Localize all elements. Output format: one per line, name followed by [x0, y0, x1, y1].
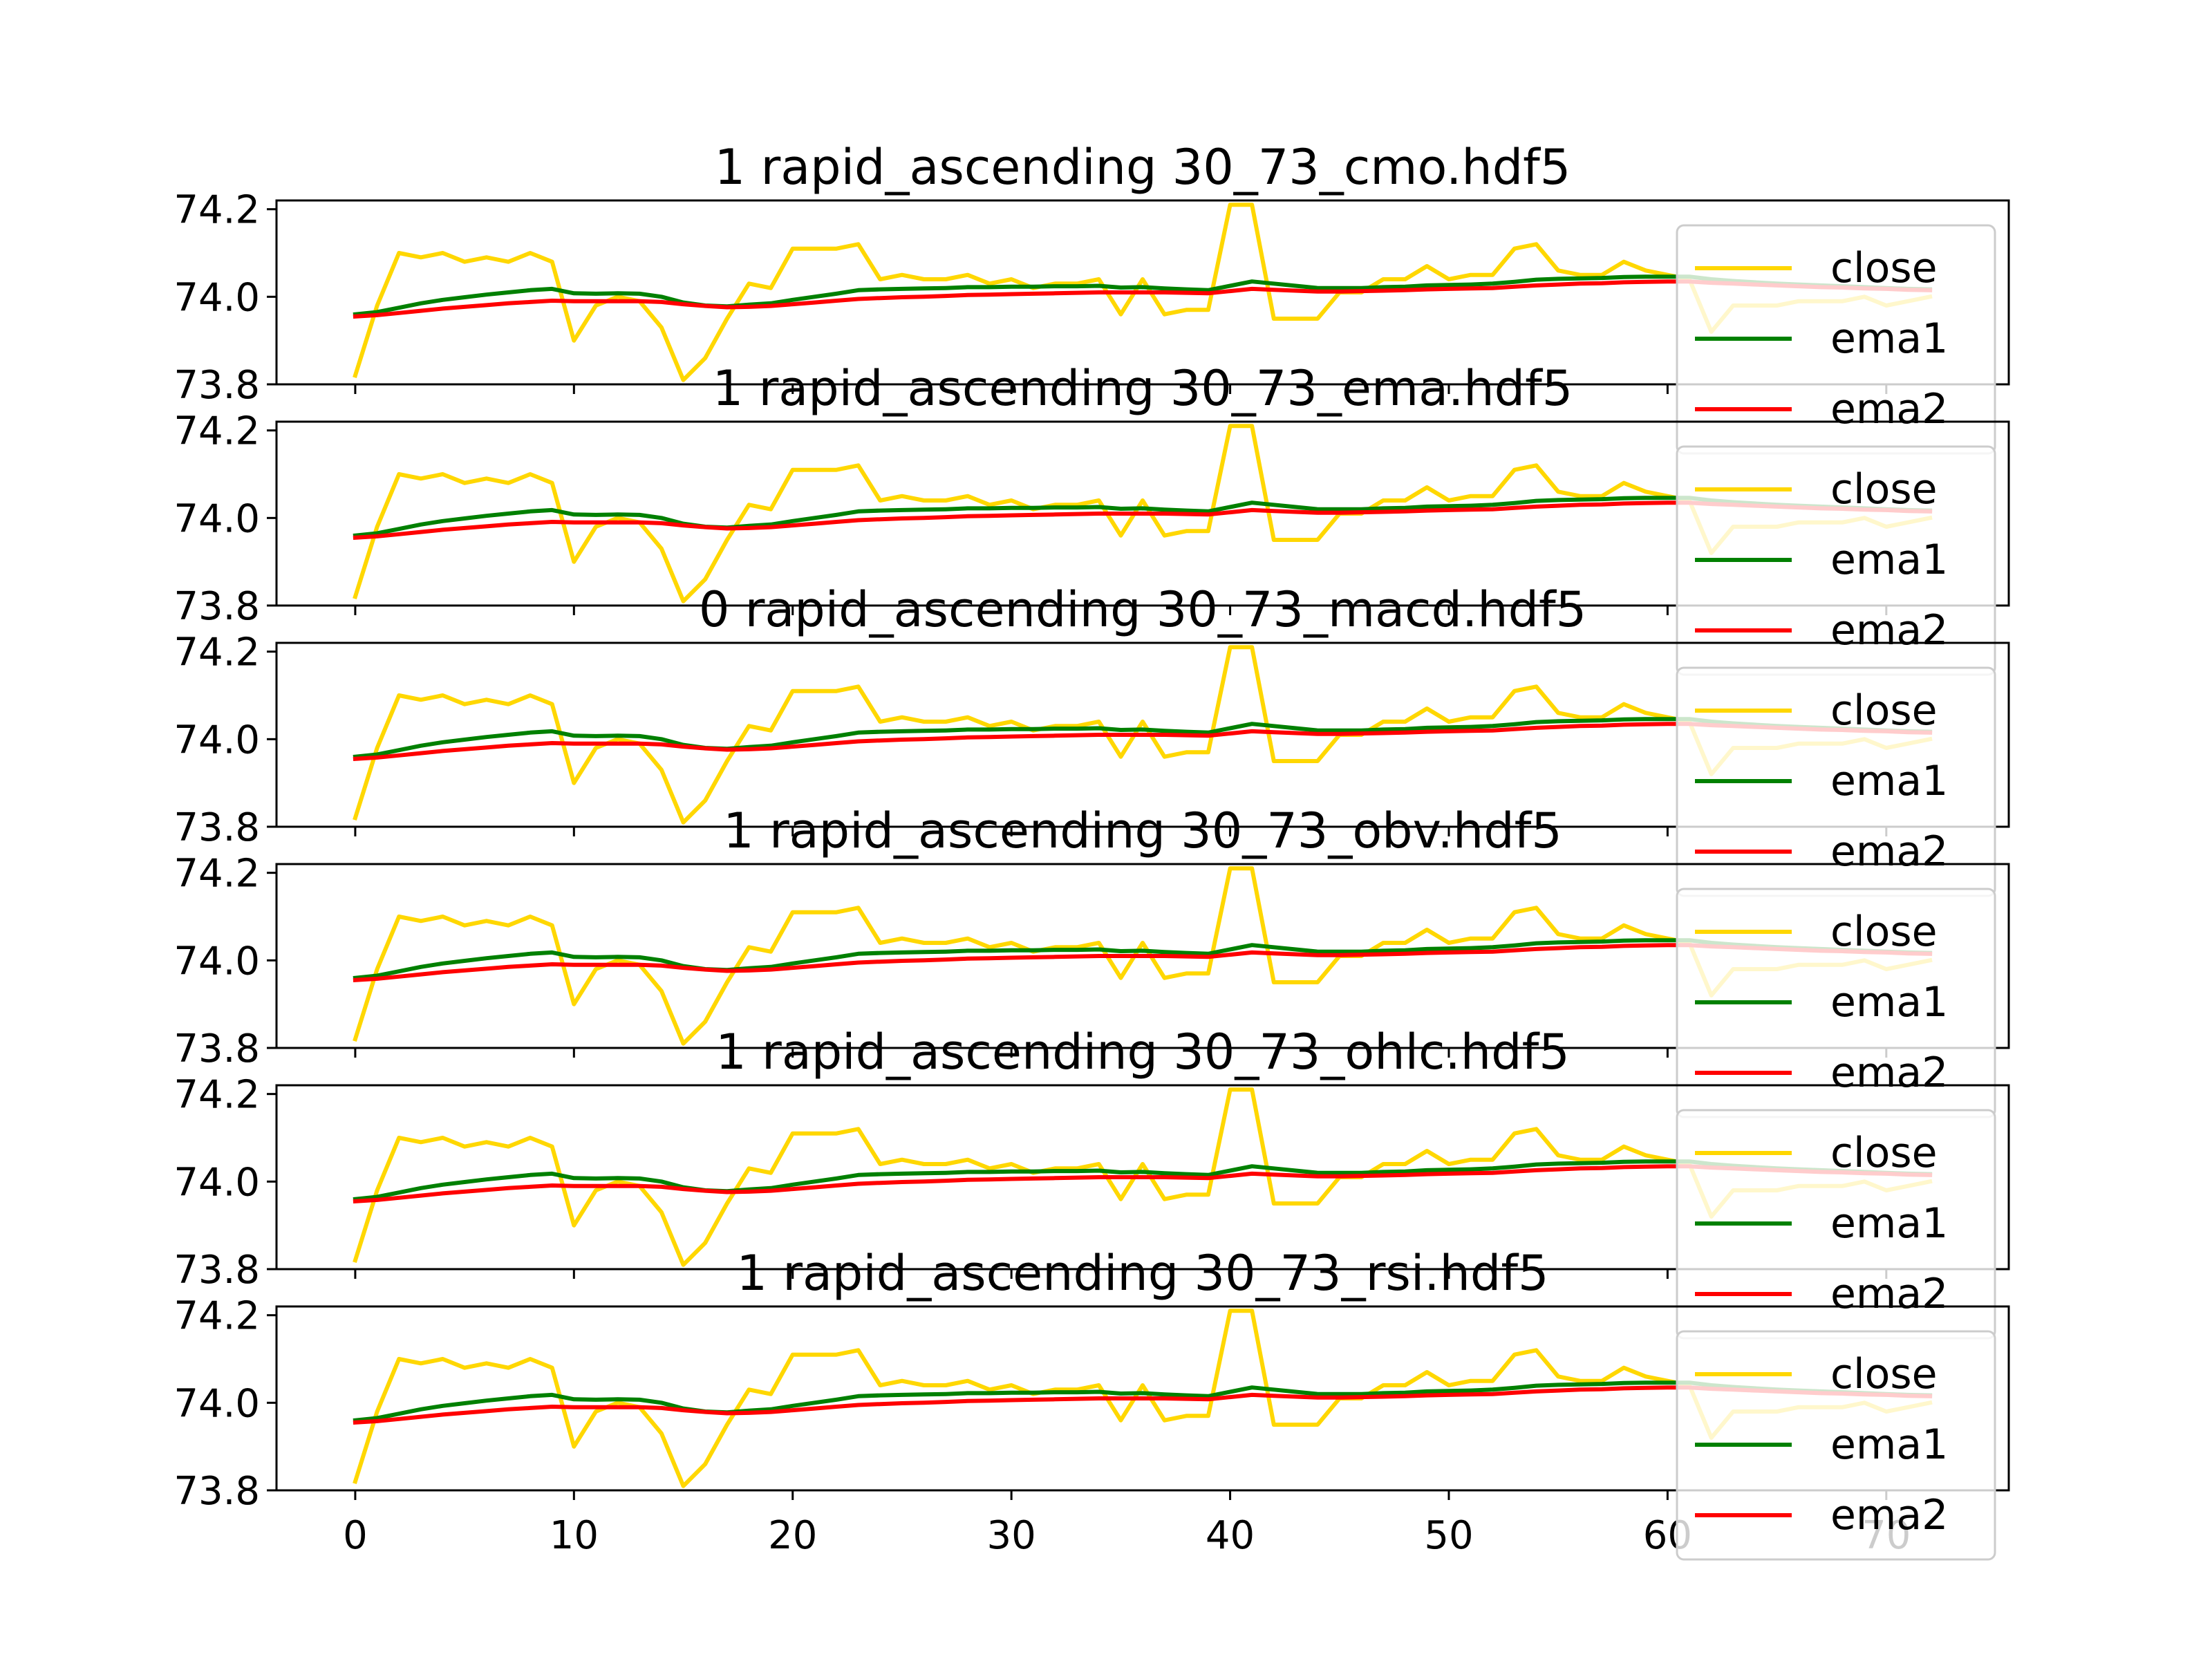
subplot-4: 73.8 74.0 74.2 1 rapid_ascending 30_73_obv.…	[174, 803, 2010, 1118]
legend-label-ema1: ema1	[1830, 1199, 1948, 1248]
subplot-title: 0 rapid_ascending 30_73_macd.hdf5	[699, 581, 1586, 638]
x-tick-label: 20	[768, 1513, 817, 1558]
series-line-ema1	[353, 717, 1933, 759]
legend-label-close: close	[1830, 244, 1938, 292]
y-tick-label: 74.2	[174, 1073, 260, 1118]
y-tick-label: 74.0	[174, 1160, 260, 1205]
axes-frame	[275, 199, 2010, 386]
subplot-title: 1 rapid_ascending 30_73_cmo.hdf5	[715, 139, 1571, 196]
x-tick-label: 0	[343, 1513, 368, 1558]
legend: close ema1 ema2	[1676, 666, 1996, 897]
series-line-ema2	[353, 500, 1933, 540]
axes-frame	[275, 641, 2010, 828]
series-line-ema2	[353, 722, 1933, 761]
subplot-1: 73.8 74.0 74.2 1 rapid_ascending 30_73_cmo.…	[174, 139, 2010, 455]
legend-label-ema2: ema2	[1830, 1049, 1948, 1097]
subplot-title: 1 rapid_ascending 30_73_ohlc.hdf5	[715, 1024, 1570, 1080]
x-tick-label: 40	[1206, 1513, 1255, 1558]
legend: close ema1 ema2	[1676, 1330, 1996, 1561]
legend-label-close: close	[1830, 1129, 1938, 1177]
legend: close ema1 ema2	[1676, 224, 1996, 455]
y-tick-label: 73.8	[174, 1469, 260, 1514]
y-tick-label: 74.2	[174, 409, 260, 454]
axes-frame	[275, 1084, 2010, 1271]
legend-label-close: close	[1830, 1350, 1938, 1398]
subplot-title: 1 rapid_ascending 30_73_rsi.hdf5	[736, 1245, 1548, 1302]
subplot-title: 1 rapid_ascending 30_73_obv.hdf5	[723, 803, 1562, 859]
legend-label-close: close	[1830, 686, 1938, 735]
series-line-ema1	[353, 1380, 1933, 1423]
y-tick-label: 74.0	[174, 718, 260, 762]
legend-box	[1676, 1330, 1996, 1561]
legend-label-ema2: ema2	[1830, 606, 1948, 655]
legend: close ema1 ema2	[1676, 888, 1996, 1118]
series-line-ema1	[353, 496, 1933, 538]
y-tick-label: 74.0	[174, 275, 260, 320]
y-tick-label: 74.2	[174, 852, 260, 897]
series-line-ema1	[353, 274, 1933, 317]
legend-label-ema2: ema2	[1830, 385, 1948, 433]
legend-label-ema1: ema1	[1830, 757, 1948, 805]
y-tick-label: 73.8	[174, 1248, 260, 1293]
y-tick-label: 74.2	[174, 630, 260, 675]
legend-label-close: close	[1830, 908, 1938, 956]
y-tick-label: 74.0	[174, 496, 260, 541]
y-tick-label: 73.8	[174, 805, 260, 850]
y-tick-label: 74.0	[174, 1381, 260, 1426]
y-tick-label: 73.8	[174, 1027, 260, 1071]
axes-frame	[275, 1305, 2010, 1492]
x-tick-label: 30	[987, 1513, 1036, 1558]
subplot-3: 73.8 74.0 74.2 0 rapid_ascending 30_73_macd…	[174, 581, 2010, 897]
subplot-6: 73.874.074.20102030405060701 rapid_ascen…	[174, 1245, 2010, 1561]
legend-label-ema2: ema2	[1830, 827, 1948, 876]
axes-frame	[275, 420, 2010, 607]
legend-label-ema1: ema1	[1830, 315, 1948, 363]
legend: close ema1 ema2	[1676, 445, 1996, 676]
legend-label-ema1: ema1	[1830, 978, 1948, 1027]
axes-frame	[275, 863, 2010, 1049]
y-tick-label: 74.0	[174, 939, 260, 984]
series-line-ema2	[353, 279, 1933, 319]
legend-label-close: close	[1830, 465, 1938, 514]
legend-label-ema1: ema1	[1830, 1421, 1948, 1469]
series-line-ema2	[353, 1385, 1933, 1425]
y-tick-label: 74.2	[174, 1294, 260, 1339]
subplot-5: 73.8 74.0 74.2 1 rapid_ascending 30_73_ohlc…	[174, 1024, 2010, 1340]
series-line-ema1	[353, 1159, 1933, 1201]
series-line-ema1	[353, 938, 1933, 980]
legend-label-ema2: ema2	[1830, 1491, 1948, 1539]
legend-label-ema2: ema2	[1830, 1270, 1948, 1318]
subplot-2: 73.8 74.0 74.2 1 rapid_ascending 30_73_ema.…	[174, 360, 2010, 676]
y-tick-label: 74.2	[174, 188, 260, 233]
y-tick-label: 73.8	[174, 363, 260, 408]
series-line-ema2	[353, 943, 1933, 982]
legend-label-ema1: ema1	[1830, 536, 1948, 584]
legend: close ema1 ema2	[1676, 1109, 1996, 1340]
subplot-title: 1 rapid_ascending 30_73_ema.hdf5	[713, 360, 1573, 417]
series-line-ema2	[353, 1164, 1933, 1203]
x-tick-label: 10	[550, 1513, 599, 1558]
y-tick-label: 73.8	[174, 584, 260, 629]
x-tick-label: 50	[1424, 1513, 1473, 1558]
